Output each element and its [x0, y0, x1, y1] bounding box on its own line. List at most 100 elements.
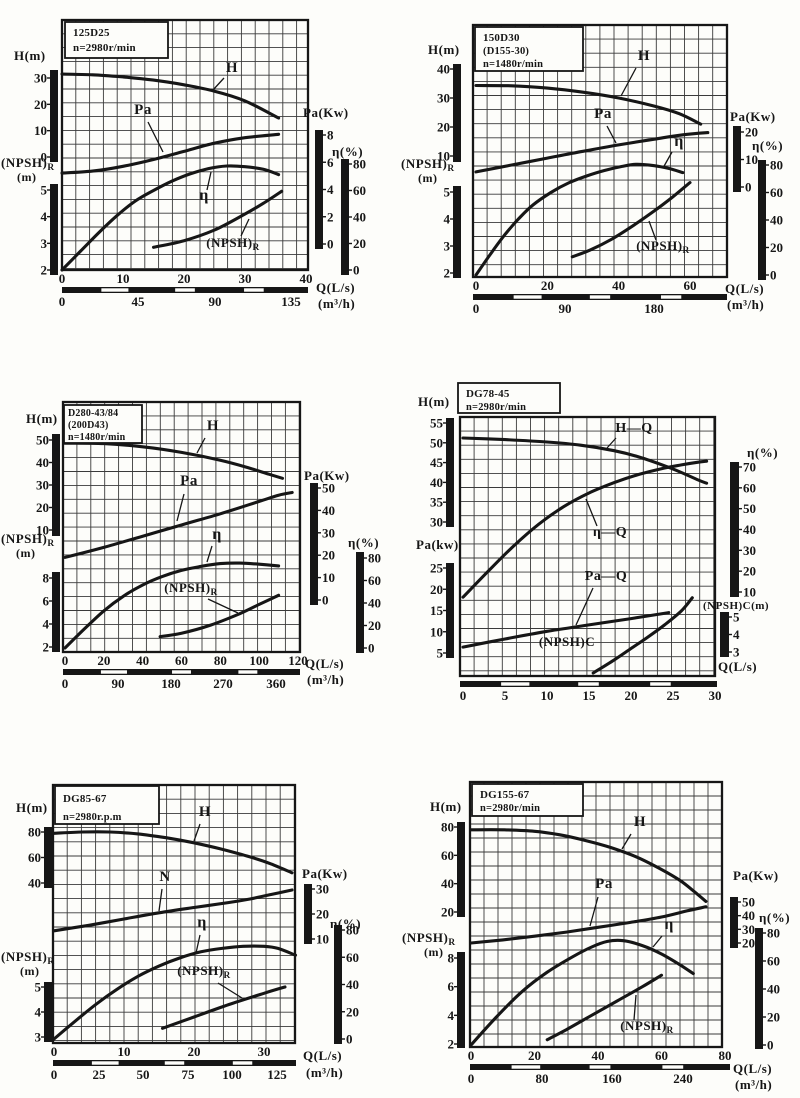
axis-tick-label: 45	[430, 455, 444, 470]
axis-tick-label: 20	[770, 240, 783, 255]
scale-bar-gap	[232, 1061, 253, 1065]
axis-tick-label: 20	[368, 618, 381, 633]
chart-svg-DG78-45: 555045403530H(m)252015105Pa(kw)706050403…	[416, 382, 778, 703]
title-box: DG85-67 n=2980r.p.m	[54, 785, 160, 825]
axis-tick-label: 40	[346, 977, 359, 992]
curve-label-H: H	[199, 804, 211, 820]
axis-tick-label: 0	[327, 237, 334, 252]
x-secondary-tick-label: 50	[137, 1067, 150, 1082]
title-box-frame	[54, 785, 160, 825]
title-box-frame	[63, 404, 143, 444]
axis-tick-label: 6	[327, 155, 334, 170]
axis-title-eta: η(%)	[348, 535, 379, 550]
title-line: n=2980r/min	[480, 803, 540, 814]
curve-H	[60, 72, 281, 120]
axis-H: 50 40 30 20 10 H(m)	[26, 411, 60, 538]
axis-title-Pa: Pa(Kw)	[303, 105, 349, 120]
annotation-H: H—Q	[606, 421, 652, 449]
axis-tick-label: 30	[437, 91, 450, 106]
curve-label-H: H	[207, 418, 219, 434]
axis-tick-label: 60	[770, 185, 783, 200]
x-secondary-tick-label: 270	[213, 676, 233, 691]
axis-eta: 80 60 40 20 0 η(%)	[755, 910, 790, 1053]
x-tick-label: 40	[612, 278, 625, 293]
x-tick-label: 40	[136, 653, 149, 668]
axis-title-Pa: Pa(Kw)	[302, 866, 348, 881]
axis-tick-label: 80	[346, 923, 359, 938]
curve-label-Pa: Pa	[134, 102, 152, 118]
x-tick-label: 0	[468, 1048, 475, 1063]
axis-NPSH: 5 4 3 2 (NPSH)R(m)	[1, 155, 58, 278]
axis-tick-label: 0	[368, 641, 375, 656]
axis-tick-label: 40	[368, 596, 381, 611]
axis-tick-label: 20	[316, 907, 329, 922]
x-axis-secondary-label: (m³/h)	[306, 1065, 343, 1080]
x-secondary-tick-label: 0	[473, 301, 480, 316]
axis-tick-label: 4	[41, 209, 48, 224]
scale-bar-gap	[589, 295, 611, 299]
axis-title-eta: η(%)	[332, 144, 363, 159]
scale-bar-gap	[91, 1061, 119, 1065]
axis-tick-label: 40	[742, 908, 755, 923]
title-box-frame	[64, 21, 169, 59]
axis-tick-label: 5	[444, 185, 451, 200]
leader-line	[193, 823, 201, 842]
annotation-NPSH: (NPSH)R	[206, 218, 259, 253]
scale-bar-gap	[244, 288, 264, 292]
title-line: (200D43)	[68, 420, 108, 431]
plot-frame	[468, 780, 724, 1049]
axis-tick-label: 50	[743, 501, 756, 516]
curve-label-eta: η	[199, 187, 209, 204]
axis-tick-label: 40	[770, 213, 783, 228]
axis-bar-Pa	[304, 884, 312, 944]
x-tick-label: 40	[300, 271, 313, 286]
chart-DG155-67: 80 60 40 20 H(m) 8 6 4 2 (NPSH)R (m) 50 40 30 20 Pa(Kw)…	[400, 732, 800, 1098]
axis-tick-label: 5	[41, 183, 48, 198]
x-axis-label: Q(L/s)	[718, 659, 757, 674]
axis-tick-label: 20	[437, 120, 450, 135]
axis-bar-eta	[755, 928, 763, 1049]
curve-Pa	[469, 905, 708, 945]
axis-tick-label: 40	[28, 876, 41, 891]
axis-tick-label: 40	[353, 210, 366, 225]
x-secondary-tick-label: 90	[559, 301, 572, 316]
axis-title2-NPSH: (m)	[16, 546, 36, 560]
axis-tick-label: 50	[36, 433, 49, 448]
x-tick-label: 30	[239, 271, 252, 286]
axis-title-H: H(m)	[430, 799, 462, 814]
axis-tick-label: 10	[316, 932, 329, 947]
x-tick-label: 10	[118, 1044, 131, 1059]
axis-tick-label: 2	[327, 209, 334, 224]
axis-NPSH: 8 6 4 2 (NPSH)R(m)	[1, 531, 60, 655]
axis-title-NPSH: (NPSH)C(m)	[703, 600, 769, 612]
curve-N	[52, 888, 294, 933]
curve-label-Pa: Pa	[594, 106, 612, 122]
axis-tick-label: 40	[743, 522, 756, 537]
axis-tick-label: 8	[43, 571, 50, 586]
plot-frame	[51, 783, 297, 1045]
leader-line	[147, 121, 164, 153]
title-line: n=2980r/min	[73, 42, 136, 54]
x-secondary-tick-label: 240	[673, 1071, 693, 1086]
plot-frame	[458, 415, 717, 678]
axis-bar-NPSH	[453, 186, 461, 278]
scale-bar-gap	[660, 295, 682, 299]
axis-tick-label: 30	[322, 525, 335, 540]
leader-line	[652, 935, 663, 948]
axis-title2-NPSH: (m)	[424, 945, 444, 959]
axis-bar-eta	[730, 462, 739, 597]
x-axis-secondary-label: (m³/h)	[307, 672, 344, 687]
x-axis-label: Q(L/s)	[305, 656, 344, 671]
annotation-N: N	[158, 869, 170, 912]
axis-H: 30 20 10 0 H(m)	[14, 48, 58, 165]
title-line: n=2980r/min	[466, 402, 526, 413]
leader-line	[176, 493, 185, 522]
axis-tick-label: 3	[444, 239, 451, 254]
annotation-eta: η	[199, 171, 212, 204]
axis-eta: 80 60 40 20 0 η(%)	[330, 916, 361, 1047]
axis-tick-label: 5	[733, 610, 740, 625]
axis-tick-label: 0	[322, 593, 329, 608]
title-box-frame	[457, 382, 561, 414]
curve-eta	[461, 459, 709, 599]
plot-frame	[61, 400, 302, 654]
